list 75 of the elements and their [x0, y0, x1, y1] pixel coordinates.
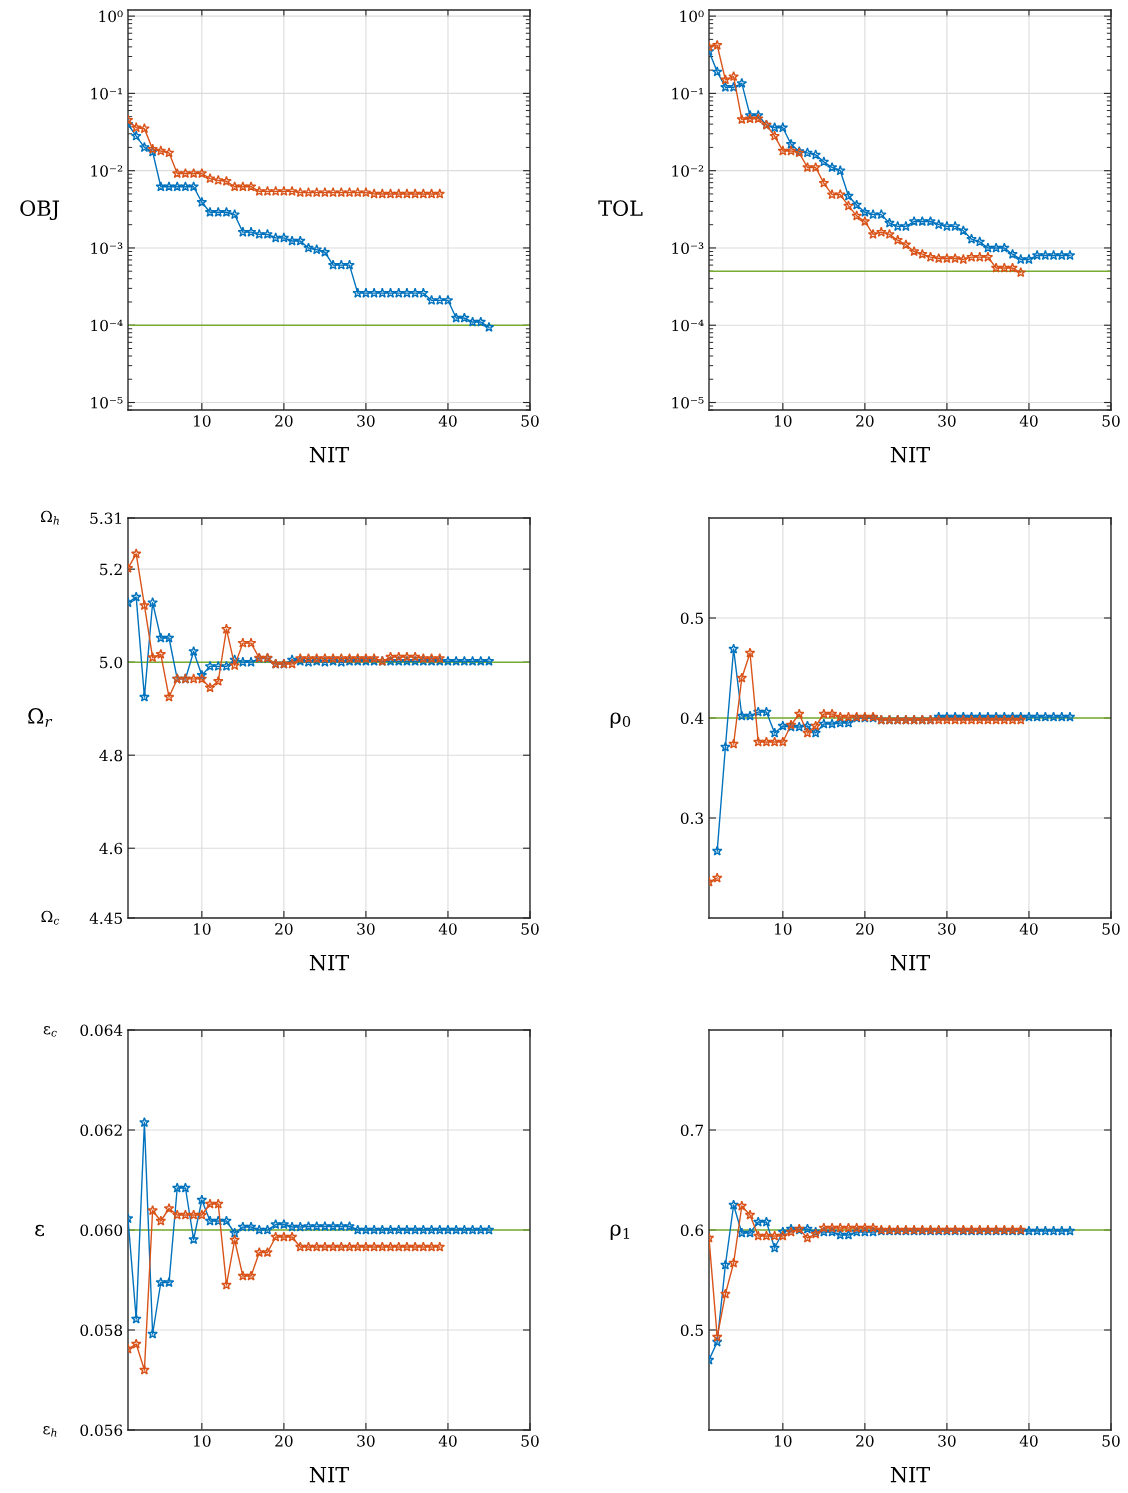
y-tick-label: 10⁻¹	[672, 87, 703, 100]
y-axis-title: Ω$_{r}$	[28, 708, 53, 727]
y-tick-label: 0.060	[80, 1224, 123, 1237]
y-tick-label: 5.0	[100, 656, 123, 669]
y-tick-label: 0.064	[80, 1024, 123, 1037]
y-tick-label: 5.31	[90, 512, 121, 525]
x-tick-label: 40	[438, 415, 457, 427]
x-tick-label: 40	[1019, 415, 1038, 427]
y-tick-label: 0.7	[680, 1124, 704, 1137]
x-tick-label: 40	[1019, 923, 1038, 935]
x-tick-label: 10	[774, 1435, 792, 1447]
y-tick-label: 0.5	[680, 612, 703, 625]
x-tick-label: 10	[193, 1435, 211, 1447]
y-tick-label: 0.3	[680, 812, 704, 825]
x-tick-label: 30	[938, 415, 956, 427]
y-tick-label: 0.4	[680, 712, 704, 725]
y-tick-label: 0.056	[80, 1424, 123, 1437]
text: ε$_{h}$	[43, 1426, 57, 1437]
x-tick-label: 30	[357, 1435, 375, 1447]
x-axis-title: NIT	[309, 954, 349, 971]
x-tick-label: 30	[357, 923, 375, 935]
x-tick-label: 20	[856, 923, 874, 935]
y-axis-title: TOL	[598, 200, 643, 217]
x-tick-label: 20	[275, 415, 293, 427]
y-tick-label: 4.8	[99, 749, 123, 762]
y-tick-label: 10⁻⁵	[672, 396, 704, 409]
x-tick-label: 30	[357, 415, 375, 427]
y-axis-title: OBJ	[20, 200, 59, 221]
x-axis-title: NIT	[309, 446, 349, 463]
y-tick-label: 10⁰	[99, 10, 123, 23]
y-tick-label: 10⁻²	[672, 165, 704, 177]
text: Ω$_{h}$	[41, 510, 59, 525]
x-tick-label: 20	[275, 923, 293, 935]
y-tick-label: 10⁻⁵	[91, 396, 123, 409]
x-axis-title: NIT	[309, 1466, 349, 1483]
y-tick-label: 0.062	[80, 1124, 122, 1137]
x-tick-label: 50	[521, 1435, 539, 1447]
y-tick-label: 10⁻⁴	[672, 319, 704, 332]
text: ε$_{c}$	[43, 1026, 57, 1037]
y-tick-label: 10⁰	[680, 10, 704, 23]
y-tick-label: 0.058	[80, 1324, 123, 1337]
y-tick-label: 10⁻²	[91, 165, 123, 177]
y-tick-label: 10⁻¹	[91, 87, 122, 100]
y-axis-title: ε	[35, 1224, 44, 1237]
x-tick-label: 40	[1019, 1435, 1038, 1447]
y-axis-title: ρ$_{1}$	[610, 1224, 630, 1240]
x-tick-label: 10	[774, 923, 792, 935]
x-tick-label: 20	[856, 415, 874, 427]
x-tick-label: 50	[1102, 923, 1120, 935]
y-tick-label: 10⁻³	[91, 242, 123, 254]
x-tick-label: 20	[275, 1435, 293, 1447]
y-tick-label: 10⁻⁴	[91, 319, 123, 332]
x-tick-label: 50	[521, 415, 539, 427]
x-tick-label: 50	[1102, 415, 1120, 427]
x-tick-label: 40	[438, 1435, 457, 1447]
x-tick-label: 50	[521, 923, 539, 935]
x-tick-label: 10	[193, 923, 211, 935]
x-tick-label: 10	[774, 415, 792, 427]
x-axis-title: NIT	[890, 954, 930, 971]
y-tick-label: 0.6	[680, 1224, 704, 1237]
y-tick-label: 10⁻³	[672, 242, 704, 254]
y-tick-label: 4.45	[89, 912, 122, 925]
y-axis-title: ρ$_{0}$	[610, 712, 631, 728]
x-tick-label: 50	[1102, 1435, 1120, 1447]
x-tick-label: 30	[938, 1435, 956, 1447]
text: Ω$_{c}$	[41, 910, 60, 925]
x-tick-label: 10	[193, 415, 211, 427]
x-tick-label: 30	[938, 923, 956, 935]
x-tick-label: 20	[856, 1435, 874, 1447]
x-tick-label: 40	[438, 923, 457, 935]
y-tick-label: 0.5	[680, 1324, 703, 1337]
y-tick-label: 5.2	[100, 563, 122, 576]
x-axis-title: NIT	[890, 446, 930, 463]
x-axis-title: NIT	[890, 1466, 930, 1483]
y-tick-label: 4.6	[99, 842, 123, 855]
